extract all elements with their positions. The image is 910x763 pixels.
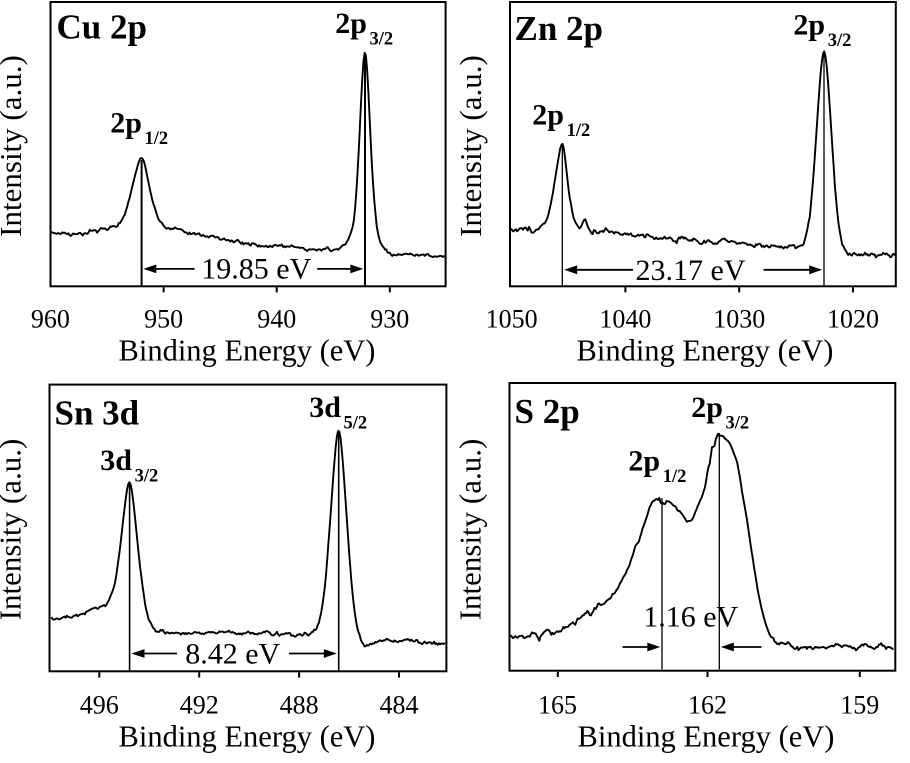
svg-text:1.16 eV: 1.16 eV: [643, 601, 738, 634]
svg-text:484: 484: [380, 691, 419, 720]
svg-text:930: 930: [370, 305, 409, 334]
svg-text:Sn 3d: Sn 3d: [55, 394, 140, 433]
svg-text:S 2p: S 2p: [515, 392, 580, 431]
svg-text:Intensity (a.u.): Intensity (a.u.): [453, 55, 488, 237]
svg-text:165: 165: [538, 691, 577, 720]
svg-text:23.17 eV: 23.17 eV: [636, 254, 746, 287]
svg-text:496: 496: [80, 691, 119, 720]
svg-text:19.85 eV: 19.85 eV: [201, 253, 311, 286]
svg-text:Intensity (a.u.): Intensity (a.u.): [453, 439, 488, 621]
svg-text:1050: 1050: [486, 305, 538, 334]
svg-text:Binding Energy (eV): Binding Energy (eV): [578, 720, 835, 754]
svg-text:960: 960: [31, 305, 70, 334]
svg-text:1020: 1020: [827, 305, 879, 334]
svg-text:Zn 2p: Zn 2p: [515, 9, 604, 48]
svg-text:940: 940: [257, 305, 296, 334]
svg-text:162: 162: [688, 691, 727, 720]
svg-text:8.42 eV: 8.42 eV: [185, 637, 280, 670]
svg-text:159: 159: [840, 691, 879, 720]
svg-text:Binding Energy (eV): Binding Energy (eV): [119, 720, 376, 754]
svg-text:Intensity (a.u.): Intensity (a.u.): [0, 439, 28, 621]
svg-text:1030: 1030: [713, 305, 765, 334]
svg-text:1040: 1040: [599, 305, 651, 334]
svg-text:488: 488: [280, 691, 319, 720]
svg-text:492: 492: [180, 691, 219, 720]
svg-text:Binding Energy (eV): Binding Energy (eV): [119, 334, 376, 368]
svg-text:Cu 2p: Cu 2p: [57, 8, 147, 47]
svg-text:Intensity (a.u.): Intensity (a.u.): [0, 55, 28, 237]
svg-text:950: 950: [144, 305, 183, 334]
svg-text:Binding Energy (eV): Binding Energy (eV): [577, 334, 834, 368]
